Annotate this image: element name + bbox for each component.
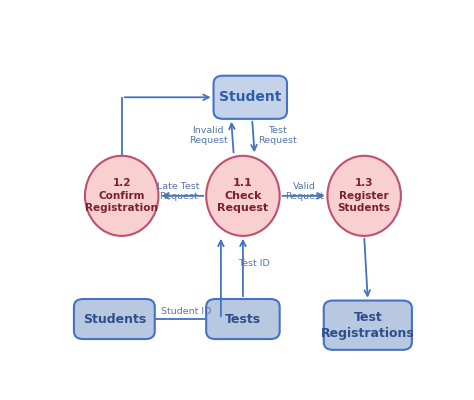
FancyBboxPatch shape: [324, 300, 412, 350]
Text: Tests: Tests: [225, 312, 261, 326]
FancyBboxPatch shape: [213, 76, 287, 119]
Ellipse shape: [85, 156, 158, 236]
Text: Late Test
Request: Late Test Request: [157, 182, 200, 201]
Text: Test
Registrations: Test Registrations: [321, 311, 415, 340]
Text: Student ID: Student ID: [161, 307, 211, 316]
FancyBboxPatch shape: [74, 299, 155, 339]
Text: Valid
Request: Valid Request: [285, 182, 324, 201]
Text: 1.1
Check
Request: 1.1 Check Request: [218, 178, 268, 213]
Text: Student: Student: [219, 90, 282, 104]
Text: 1.2
Confirm
Registration: 1.2 Confirm Registration: [85, 178, 158, 213]
Ellipse shape: [206, 156, 280, 236]
FancyBboxPatch shape: [206, 299, 280, 339]
Text: Test
Request: Test Request: [258, 126, 297, 146]
Ellipse shape: [328, 156, 401, 236]
Text: Students: Students: [83, 312, 146, 326]
Text: Invalid
Request: Invalid Request: [189, 126, 228, 146]
Text: Test ID: Test ID: [238, 259, 270, 268]
Text: 1.3
Register
Students: 1.3 Register Students: [337, 178, 391, 213]
